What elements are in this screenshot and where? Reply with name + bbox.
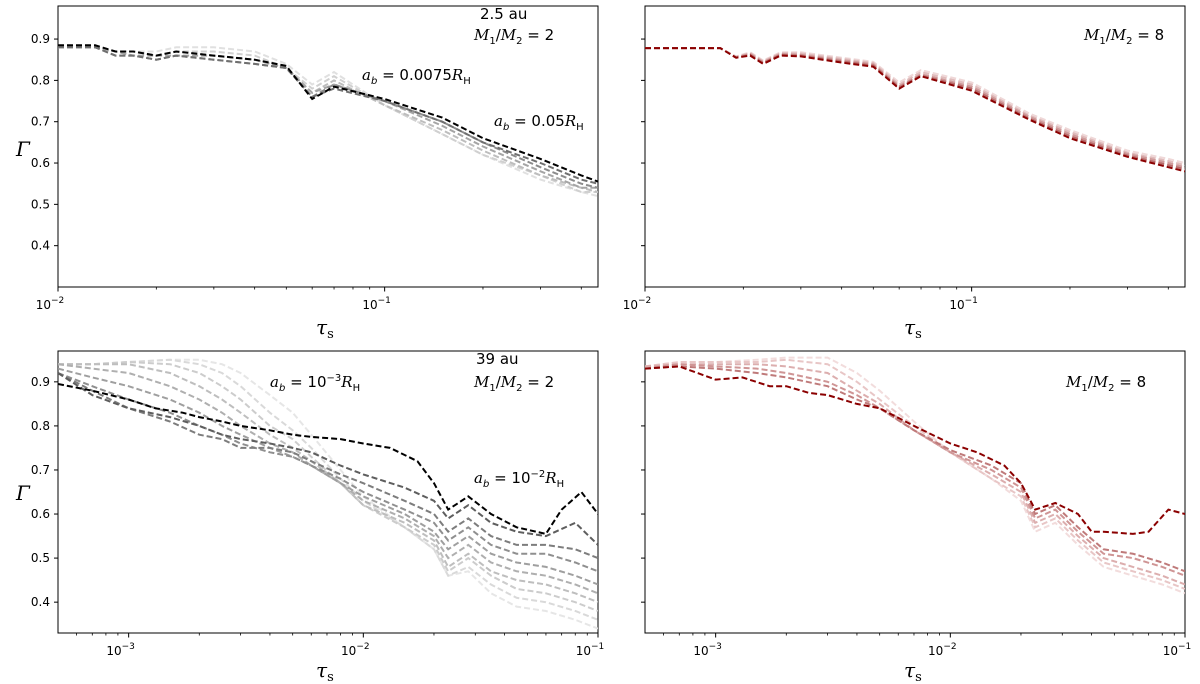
series-line-b9 [58, 372, 598, 546]
series-line-s3 [58, 46, 598, 193]
panel-top-left: 0.4 0.5 0.6 0.7 0.8 0.9 10−2 10−1 2.5 au M1/M2… [15, 5, 599, 342]
series-line-b8 [58, 372, 598, 560]
annotation-mass-ratio-2: M1/M2 = 2 [473, 26, 554, 47]
series-line-s4 [58, 46, 598, 189]
annotation-distance-25au: 2.5 au [480, 5, 527, 23]
x-tick-label: 10−1 [1163, 642, 1192, 658]
y-tick-label: 0.8 [31, 419, 50, 433]
annotation-distance-39au: 39 au [476, 350, 519, 368]
x-axis-label-top-right: τs [904, 315, 922, 342]
series-line-b3 [58, 360, 598, 612]
series-line-b6 [58, 367, 598, 586]
y-tick-label: 0.9 [31, 375, 50, 389]
x-tick-label: 10−2 [341, 642, 370, 658]
annotation-ab-large: ab = 0.05RH [494, 112, 584, 133]
panel-top-right: 10−2 10−1 M1/M2 = 8 τs [623, 5, 1186, 342]
y-tick-label: 0.5 [31, 197, 50, 211]
annotation-mass-ratio-8-bottom: M1/M2 = 8 [1065, 373, 1146, 394]
series-line-b7 [58, 372, 598, 573]
x-axis-label-top-left: τs [316, 315, 334, 342]
series-line-b2 [58, 358, 598, 621]
series-line-ab-0-0075RH [58, 46, 598, 198]
panel-bottom-left: 0.4 0.5 0.6 0.7 0.8 0.9 10−3 10−2 10−1 39 au M1… [15, 350, 604, 684]
x-tick-label: 10−1 [949, 296, 978, 312]
y-tick-label: 0.6 [31, 507, 50, 521]
series-line-s2 [58, 46, 598, 193]
x-tick-label: 10−3 [106, 642, 135, 658]
series-line-r4 [645, 47, 1185, 171]
series-line-ab-10-2RH [58, 383, 598, 536]
x-tick-label: 10−1 [362, 296, 391, 312]
y-tick-label: 0.9 [31, 32, 50, 46]
y-axis-label-top-left: Γ [15, 137, 31, 161]
series-line-r1 [645, 47, 1185, 164]
plot-area-bottom-right [644, 350, 1186, 634]
annotation-ab-10e-2: ab = 10−2RH [474, 469, 564, 490]
y-tick-label: 0.6 [31, 156, 50, 170]
series-line-q3 [645, 363, 1185, 586]
x-tick-label: 10−1 [576, 642, 605, 658]
x-tick-label: 10−2 [36, 296, 65, 312]
y-tick-label: 0.7 [31, 115, 50, 129]
x-axis-label-bottom-right: τs [904, 658, 922, 684]
y-tick-label: 0.8 [31, 73, 50, 87]
series-line-q4 [645, 363, 1185, 577]
annotation-mass-ratio-2-bottom: M1/M2 = 2 [473, 373, 554, 394]
panel-bottom-right: 10−3 10−2 10−1 M1/M2 = 8 τs [641, 350, 1192, 684]
x-axis-label-bottom-left: τs [316, 658, 334, 684]
x-tick-label: 10−2 [623, 296, 652, 312]
series-line-s6 [58, 46, 598, 185]
series-line-ab-10-3RH [58, 358, 598, 630]
y-tick-label: 0.7 [31, 463, 50, 477]
plot-area-bottom-left [57, 350, 599, 634]
y-axis-label-bottom-left: Γ [15, 481, 31, 505]
annotation-mass-ratio-8-top: M1/M2 = 8 [1083, 26, 1164, 47]
series-line-r2 [645, 47, 1185, 167]
series-line-q5 [645, 365, 1185, 573]
x-tick-label: 10−3 [693, 642, 722, 658]
y-tick-label: 0.5 [31, 551, 50, 565]
y-tick-label: 0.4 [31, 595, 50, 609]
plot-area-top-right [644, 5, 1186, 288]
annotation-ab-10e-3: ab = 10−3RH [270, 373, 360, 394]
y-tick-label: 0.4 [31, 239, 50, 253]
annotation-ab-small: ab = 0.0075RH [362, 66, 471, 87]
series-line-q6 [645, 365, 1185, 535]
plot-area-top-left [57, 5, 599, 288]
series-line-r5 [645, 47, 1185, 173]
series-line-r3 [645, 47, 1185, 169]
x-tick-label: 10−2 [928, 642, 957, 658]
